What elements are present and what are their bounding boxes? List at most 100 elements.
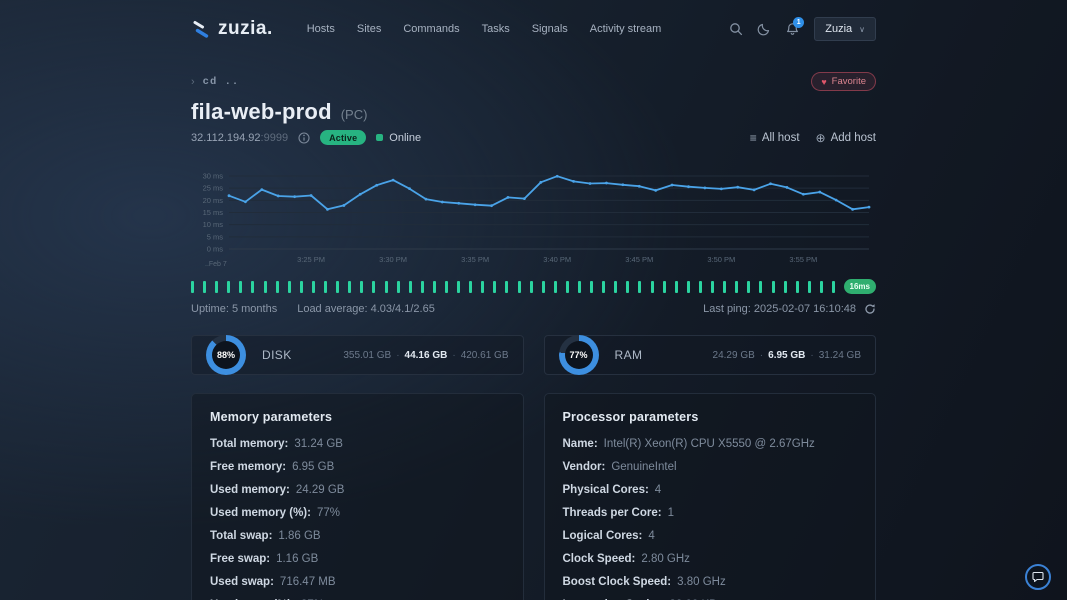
svg-text:15 ms: 15 ms [203,208,224,217]
account-menu-button[interactable]: Zuzia ∨ [814,17,876,41]
parameter-value: 2.80 GHz [641,553,690,565]
favorite-badge[interactable]: ♥ Favorite [811,72,876,91]
chat-fab-button[interactable] [1025,564,1051,590]
parameter-label: Total swap: [210,530,273,542]
list-icon: ≡ [749,130,757,145]
parameter-row: Total memory: 31.24 GB [210,437,505,452]
parameter-row: Used swap: 716.47 MB [210,575,505,590]
refresh-icon[interactable] [864,303,876,315]
favorite-label: Favorite [831,76,866,87]
notification-badge: 1 [793,16,805,28]
add-host-label: Add host [830,131,876,144]
parameter-row: Logical Cores: 4 [563,529,858,544]
availability-ticks [191,280,836,293]
gauge-used: 24.29 GB [712,349,755,361]
load-average-label: Load average: 4.03/4.1/2.65 [297,303,435,315]
nav-menu-item[interactable]: Sites [356,23,382,35]
gauge-label: DISK [262,348,292,362]
svg-text:3:25 PM: 3:25 PM [297,255,325,264]
parameter-label: Logical Cores: [562,530,643,542]
parameter-row: Clock Speed: 2.80 GHz [563,552,858,567]
parameter-label: Vendor: [562,461,606,473]
parameter-label: Physical Cores: [562,484,649,496]
add-host-button[interactable]: ⊕ Add host [816,131,876,145]
processor-rows: Name: Intel(R) Xeon(R) CPU X5550 @ 2.67G… [563,437,858,600]
gauge-values: 355.01 GB · 44.16 GB · 420.61 GB [343,349,509,361]
online-label: Online [389,131,422,144]
parameter-row: Vendor: GenuineIntel [563,460,858,475]
page-title: fila-web-prod [191,99,332,124]
info-icon[interactable] [298,131,310,144]
last-ping-group: Last ping: 2025-02-07 16:10:48 [703,303,876,315]
parameter-label: Name: [562,438,598,450]
online-dot [376,134,384,141]
parameter-label: Free swap: [210,553,271,565]
parameter-value: 3.80 GHz [677,576,726,588]
parameter-value: 1.86 GB [278,530,321,542]
nav-menu-item[interactable]: Hosts [306,23,335,35]
parameter-label: Used memory (%): [210,507,311,519]
parameter-row: Used memory: 24.29 GB [210,483,505,498]
gauge-total: 420.61 GB [460,349,509,361]
parameter-value: Intel(R) Xeon(R) CPU X5550 @ 2.67GHz [603,438,815,450]
parameter-value: 4 [654,484,662,496]
breadcrumb-row: › cd .. ♥ Favorite [191,72,876,91]
availability-bar: 16ms [191,279,876,294]
search-icon[interactable] [729,22,743,36]
notifications-bell-icon[interactable]: 1 [785,16,805,37]
nav-menu-item[interactable]: Commands [403,23,460,35]
svg-text:3:50 PM: 3:50 PM [707,255,735,264]
host-ip: 32.112.194.92:9999 [191,131,289,144]
parameter-row: Physical Cores: 4 [563,483,858,498]
last-ping-label: Last ping: 2025-02-07 16:10:48 [703,303,856,315]
parameter-label: Free memory: [210,461,287,473]
gauge-ring: 77% [558,335,599,375]
parameter-row: Free memory: 6.95 GB [210,460,505,475]
memory-parameters-card: Memory parameters Total memory: 31.24 GB… [191,393,524,600]
breadcrumb[interactable]: › cd .. [191,76,239,88]
ping-chart: 30 ms 25 ms 20 ms 15 ms 10 ms 5 ms 0 ms 3:25 PM… [191,169,876,269]
host-title-row: fila-web-prod (PC) [191,99,876,125]
svg-text:3:35 PM: 3:35 PM [461,255,489,264]
top-nav: zuzia. Hosts Sites Commands Tasks Signals Act… [191,0,876,58]
nav-right: 1 Zuzia ∨ [729,16,876,41]
all-host-label: All host [761,131,800,144]
heart-icon: ♥ [821,76,827,87]
uptime-label: Uptime: 5 months [191,303,278,315]
svg-text:..Feb 7: ..Feb 7 [205,261,227,268]
chevron-right-icon: › [191,75,195,88]
parameter-value: GenuineIntel [611,461,677,473]
zuzia-logo-icon [193,21,209,38]
zuzia-logo[interactable]: zuzia. [191,18,273,40]
parameter-label: Clock Speed: [562,553,636,565]
parameter-cards: Memory parameters Total memory: 31.24 GB… [191,393,876,600]
parameter-label: Total memory: [210,438,289,450]
nav-menu-item[interactable]: Signals [531,23,568,35]
parameter-value: 4 [648,530,655,542]
gauge-ring: 88% [206,335,246,375]
svg-text:3:40 PM: 3:40 PM [543,255,571,264]
host-type-label: (PC) [340,107,368,122]
parameter-row: Name: Intel(R) Xeon(R) CPU X5550 @ 2.67G… [563,437,858,452]
svg-text:0 ms: 0 ms [207,245,224,254]
svg-text:3:30 PM: 3:30 PM [379,255,407,264]
logo-text: zuzia. [218,18,273,39]
svg-text:3:45 PM: 3:45 PM [625,255,653,264]
gauge-free: 44.16 GB [404,349,448,361]
gauge-values: 24.29 GB · 6.95 GB · 31.24 GB [712,349,861,361]
dark-mode-moon-icon[interactable] [757,22,771,36]
parameter-value: 24.29 GB [295,484,345,496]
all-host-button[interactable]: ≡ All host [750,131,800,145]
parameter-row: Free swap: 1.16 GB [210,552,505,567]
gauge-total: 31.24 GB [818,349,861,361]
parameter-label: Threads per Core: [562,507,662,519]
parameter-value: 77% [316,507,340,519]
gauge-card: 88% DISK 355.01 GB · 44.16 GB · 420.61 G… [191,335,524,375]
nav-menu-item[interactable]: Activity stream [589,23,662,35]
parameter-value: 31.24 GB [294,438,343,450]
current-ping-badge: 16ms [843,279,876,294]
nav-menu-item[interactable]: Tasks [481,23,510,35]
gauge-used: 355.01 GB [343,349,392,361]
online-indicator: Online [376,132,421,144]
account-label: Zuzia [825,23,853,35]
